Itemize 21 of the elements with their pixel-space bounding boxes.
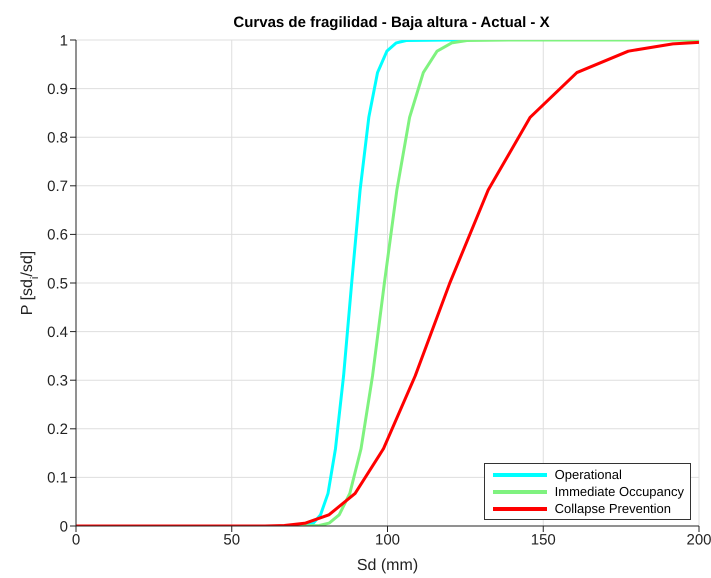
x-tick-label: 50 — [223, 532, 240, 549]
y-tick-label: 0.1 — [47, 470, 68, 487]
legend-label: Collapse Prevention — [554, 501, 672, 516]
x-tick-label: 150 — [530, 532, 556, 549]
x-tick-label: 200 — [686, 532, 711, 549]
legend-label: Operational — [554, 467, 622, 482]
y-tick-label: 0 — [60, 518, 68, 536]
y-tick-label: 0.6 — [47, 226, 68, 244]
chart-title: Curvas de fragilidad - Baja altura - Actual - X — [232, 14, 551, 31]
y-tick-label: 0.2 — [47, 421, 68, 438]
y-tick-label: 0.3 — [47, 372, 68, 390]
x-tick-label: 100 — [374, 532, 400, 549]
y-tick-label: 0.9 — [47, 80, 68, 98]
x-axis-title: Sd (mm) — [356, 557, 418, 574]
legend-label: Immediate Occupancy — [554, 484, 684, 499]
y-tick-label: 0.8 — [47, 130, 68, 147]
x-tick-label: 0 — [72, 532, 80, 549]
y-tick-label: 1 — [60, 32, 68, 50]
y-tick-label: 0.7 — [47, 178, 68, 196]
y-tick-label: 0.4 — [47, 324, 68, 341]
y-tick-label: 0.5 — [47, 275, 68, 292]
